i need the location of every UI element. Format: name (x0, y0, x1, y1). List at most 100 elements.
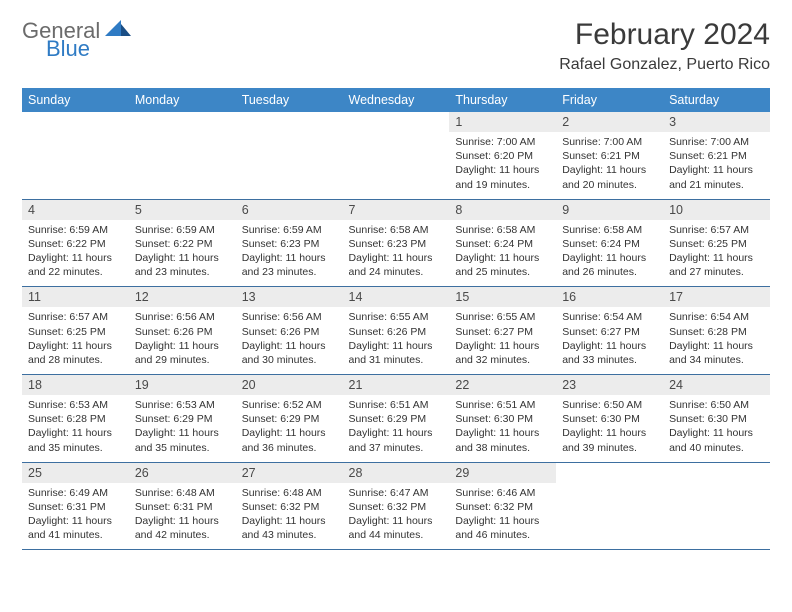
day-number: 18 (22, 375, 129, 395)
day-daylight2: and 46 minutes. (455, 528, 550, 542)
day-body: Sunrise: 6:59 AMSunset: 6:22 PMDaylight:… (22, 220, 129, 287)
day-body: Sunrise: 6:51 AMSunset: 6:30 PMDaylight:… (449, 395, 556, 462)
day-number: 12 (129, 287, 236, 307)
day-sunrise: Sunrise: 6:51 AM (349, 398, 444, 412)
day-daylight2: and 40 minutes. (669, 441, 764, 455)
day-body: Sunrise: 6:56 AMSunset: 6:26 PMDaylight:… (129, 307, 236, 374)
day-body: Sunrise: 6:55 AMSunset: 6:26 PMDaylight:… (343, 307, 450, 374)
day-daylight1: Daylight: 11 hours (135, 339, 230, 353)
day-daylight1: Daylight: 11 hours (349, 251, 444, 265)
day-sunrise: Sunrise: 6:48 AM (242, 486, 337, 500)
day-daylight2: and 39 minutes. (562, 441, 657, 455)
day-sunset: Sunset: 6:20 PM (455, 149, 550, 163)
day-body: Sunrise: 6:55 AMSunset: 6:27 PMDaylight:… (449, 307, 556, 374)
day-daylight2: and 44 minutes. (349, 528, 444, 542)
day-number: 16 (556, 287, 663, 307)
logo-text: General Blue (22, 18, 131, 60)
weekday-header: Thursday (449, 88, 556, 112)
day-sunrise: Sunrise: 7:00 AM (455, 135, 550, 149)
day-sunset: Sunset: 6:32 PM (455, 500, 550, 514)
day-body: Sunrise: 6:58 AMSunset: 6:23 PMDaylight:… (343, 220, 450, 287)
day-sunset: Sunset: 6:30 PM (669, 412, 764, 426)
day-body: Sunrise: 6:47 AMSunset: 6:32 PMDaylight:… (343, 483, 450, 550)
day-daylight1: Daylight: 11 hours (28, 426, 123, 440)
day-number: 28 (343, 463, 450, 483)
logo-text-blue: Blue (46, 38, 131, 60)
calendar-cell (22, 112, 129, 199)
day-sunset: Sunset: 6:31 PM (135, 500, 230, 514)
day-sunrise: Sunrise: 6:59 AM (135, 223, 230, 237)
day-sunset: Sunset: 6:23 PM (242, 237, 337, 251)
calendar-cell: 10Sunrise: 6:57 AMSunset: 6:25 PMDayligh… (663, 199, 770, 287)
day-sunrise: Sunrise: 6:59 AM (242, 223, 337, 237)
day-body: Sunrise: 7:00 AMSunset: 6:21 PMDaylight:… (556, 132, 663, 199)
day-daylight2: and 23 minutes. (242, 265, 337, 279)
day-sunrise: Sunrise: 7:00 AM (669, 135, 764, 149)
day-number-empty (129, 112, 236, 132)
day-sunset: Sunset: 6:24 PM (562, 237, 657, 251)
day-daylight2: and 31 minutes. (349, 353, 444, 367)
day-sunrise: Sunrise: 6:50 AM (562, 398, 657, 412)
day-daylight2: and 23 minutes. (135, 265, 230, 279)
day-daylight1: Daylight: 11 hours (669, 426, 764, 440)
day-number: 8 (449, 200, 556, 220)
day-body: Sunrise: 6:57 AMSunset: 6:25 PMDaylight:… (663, 220, 770, 287)
day-number: 6 (236, 200, 343, 220)
day-daylight2: and 20 minutes. (562, 178, 657, 192)
day-daylight1: Daylight: 11 hours (242, 426, 337, 440)
calendar-cell: 13Sunrise: 6:56 AMSunset: 6:26 PMDayligh… (236, 287, 343, 375)
day-sunset: Sunset: 6:29 PM (242, 412, 337, 426)
day-sunset: Sunset: 6:27 PM (455, 325, 550, 339)
day-sunrise: Sunrise: 6:54 AM (562, 310, 657, 324)
calendar-cell: 26Sunrise: 6:48 AMSunset: 6:31 PMDayligh… (129, 462, 236, 550)
day-number: 9 (556, 200, 663, 220)
day-daylight2: and 24 minutes. (349, 265, 444, 279)
day-sunrise: Sunrise: 6:57 AM (669, 223, 764, 237)
calendar-cell: 17Sunrise: 6:54 AMSunset: 6:28 PMDayligh… (663, 287, 770, 375)
day-daylight2: and 26 minutes. (562, 265, 657, 279)
calendar-cell: 24Sunrise: 6:50 AMSunset: 6:30 PMDayligh… (663, 375, 770, 463)
day-sunset: Sunset: 6:28 PM (669, 325, 764, 339)
calendar-cell: 27Sunrise: 6:48 AMSunset: 6:32 PMDayligh… (236, 462, 343, 550)
day-sunrise: Sunrise: 6:50 AM (669, 398, 764, 412)
day-number: 19 (129, 375, 236, 395)
day-number-empty (663, 463, 770, 483)
day-daylight1: Daylight: 11 hours (562, 251, 657, 265)
day-number: 5 (129, 200, 236, 220)
day-body-empty (663, 483, 770, 541)
day-number: 20 (236, 375, 343, 395)
day-sunrise: Sunrise: 6:58 AM (562, 223, 657, 237)
calendar-cell: 8Sunrise: 6:58 AMSunset: 6:24 PMDaylight… (449, 199, 556, 287)
day-body: Sunrise: 6:51 AMSunset: 6:29 PMDaylight:… (343, 395, 450, 462)
calendar-header-row: Sunday Monday Tuesday Wednesday Thursday… (22, 88, 770, 112)
calendar-cell: 12Sunrise: 6:56 AMSunset: 6:26 PMDayligh… (129, 287, 236, 375)
day-daylight2: and 42 minutes. (135, 528, 230, 542)
calendar-table: Sunday Monday Tuesday Wednesday Thursday… (22, 88, 770, 550)
calendar-cell: 6Sunrise: 6:59 AMSunset: 6:23 PMDaylight… (236, 199, 343, 287)
day-daylight1: Daylight: 11 hours (669, 163, 764, 177)
day-daylight1: Daylight: 11 hours (28, 514, 123, 528)
day-daylight1: Daylight: 11 hours (242, 339, 337, 353)
day-number-empty (343, 112, 450, 132)
month-title: February 2024 (559, 18, 770, 52)
day-body-empty (22, 132, 129, 190)
day-body: Sunrise: 6:56 AMSunset: 6:26 PMDaylight:… (236, 307, 343, 374)
logo: General Blue (22, 18, 131, 60)
day-sunset: Sunset: 6:30 PM (455, 412, 550, 426)
calendar-cell: 4Sunrise: 6:59 AMSunset: 6:22 PMDaylight… (22, 199, 129, 287)
day-body: Sunrise: 6:58 AMSunset: 6:24 PMDaylight:… (556, 220, 663, 287)
day-number: 1 (449, 112, 556, 132)
day-daylight1: Daylight: 11 hours (562, 426, 657, 440)
day-number: 17 (663, 287, 770, 307)
day-daylight1: Daylight: 11 hours (349, 514, 444, 528)
day-daylight1: Daylight: 11 hours (669, 339, 764, 353)
calendar-cell: 28Sunrise: 6:47 AMSunset: 6:32 PMDayligh… (343, 462, 450, 550)
weekday-header: Saturday (663, 88, 770, 112)
calendar-cell: 1Sunrise: 7:00 AMSunset: 6:20 PMDaylight… (449, 112, 556, 199)
day-daylight2: and 22 minutes. (28, 265, 123, 279)
day-sunset: Sunset: 6:24 PM (455, 237, 550, 251)
day-body: Sunrise: 6:52 AMSunset: 6:29 PMDaylight:… (236, 395, 343, 462)
calendar-cell (663, 462, 770, 550)
day-daylight2: and 29 minutes. (135, 353, 230, 367)
day-sunset: Sunset: 6:29 PM (349, 412, 444, 426)
